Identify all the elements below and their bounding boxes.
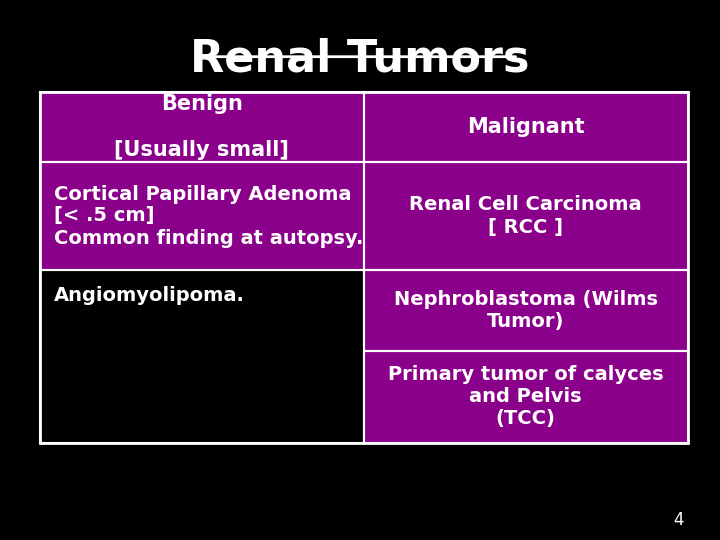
- Bar: [364, 351, 688, 443]
- Text: Primary tumor of calyces
and Pelvis
(TCC): Primary tumor of calyces and Pelvis (TCC…: [388, 366, 663, 428]
- Bar: [40, 162, 364, 270]
- Bar: [364, 351, 688, 443]
- Text: Malignant: Malignant: [467, 117, 585, 137]
- Bar: [40, 92, 364, 162]
- Text: Renal Tumors: Renal Tumors: [190, 38, 530, 81]
- Bar: [40, 92, 364, 162]
- Bar: [40, 270, 364, 443]
- Bar: [40, 162, 364, 270]
- Bar: [364, 270, 688, 351]
- Bar: [40, 270, 364, 443]
- Text: Benign

[Usually small]: Benign [Usually small]: [114, 94, 289, 160]
- Bar: [364, 162, 688, 270]
- Text: Renal Cell Carcinoma
[ RCC ]: Renal Cell Carcinoma [ RCC ]: [409, 195, 642, 237]
- Text: Angiomyolipoma.: Angiomyolipoma.: [54, 286, 245, 305]
- Text: 4: 4: [673, 511, 684, 529]
- Text: Nephroblastoma (Wilms
Tumor): Nephroblastoma (Wilms Tumor): [394, 290, 657, 331]
- Bar: [40, 92, 688, 443]
- Bar: [364, 92, 688, 162]
- Bar: [364, 92, 688, 162]
- Bar: [364, 270, 688, 351]
- Text: Cortical Papillary Adenoma
[< .5 cm]
Common finding at autopsy.: Cortical Papillary Adenoma [< .5 cm] Com…: [54, 185, 364, 247]
- Bar: [364, 162, 688, 270]
